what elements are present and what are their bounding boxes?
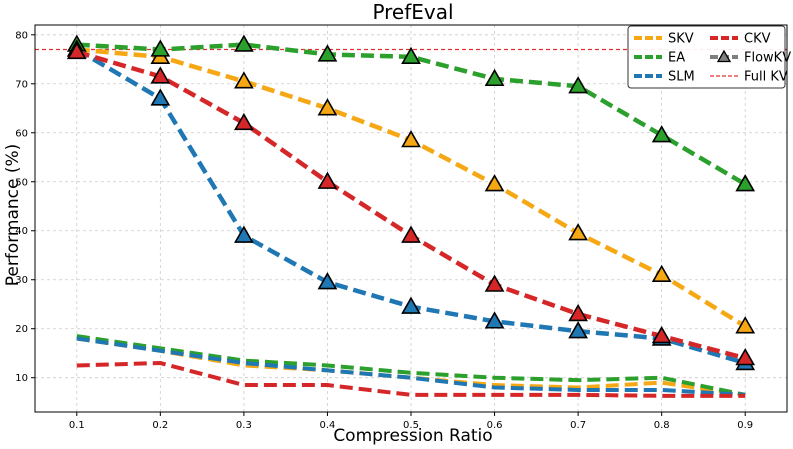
y-tick-label: 10 <box>15 373 28 384</box>
marker-ea-flowkv <box>150 39 171 57</box>
series-line-ckv <box>76 361 746 398</box>
y-tick-label: 30 <box>15 275 28 286</box>
marker-ea-flowkv <box>234 34 254 52</box>
marker-slm-flowkv <box>568 321 588 339</box>
y-tick-label: 20 <box>15 324 28 335</box>
marker-skv-flowkv <box>401 130 421 148</box>
series-line-ea <box>76 334 746 397</box>
series-layer <box>66 34 756 398</box>
legend-label-flowkv: FlowKV <box>744 51 791 66</box>
y-axis-title: Performance (%) <box>3 144 23 287</box>
x-tick-label: 0.1 <box>69 420 85 431</box>
marker-skv-flowkv <box>234 71 254 89</box>
series-line-skv <box>76 336 746 397</box>
marker-skv-flowkv <box>568 223 588 241</box>
x-tick-label: 0.4 <box>319 420 335 431</box>
marker-ea-flowkv <box>735 174 756 192</box>
x-tick-label: 0.8 <box>654 420 670 431</box>
marker-skv-flowkv <box>651 264 672 283</box>
x-tick-label: 0.5 <box>403 420 419 431</box>
x-axis-title: Compression Ratio <box>333 426 492 446</box>
x-tick-label: 0.7 <box>570 420 586 431</box>
marker-ckv-flowkv <box>66 41 87 60</box>
legend-label-ea: EA <box>668 51 685 66</box>
marker-slm-flowkv <box>484 311 505 329</box>
chart-title: PrefEval <box>372 0 453 24</box>
y-tick-label: 70 <box>15 79 28 90</box>
x-tick-label: 0.6 <box>487 420 503 431</box>
marker-ea-flowkv <box>401 46 421 65</box>
marker-ckv-flowkv <box>234 112 254 131</box>
legend-marker-flowkv <box>716 49 732 63</box>
marker-ea-flowkv <box>651 125 672 143</box>
legend: SKV CKV EA FlowKV SLM Full KV <box>627 25 791 89</box>
legend-label-slm: SLM <box>668 70 695 85</box>
marker-slm-flowkv <box>150 88 171 106</box>
series-line-slm <box>76 336 746 397</box>
marker-ea-flowkv <box>484 68 505 87</box>
marker-skv-flowkv <box>317 98 338 116</box>
x-tick-label: 0.9 <box>737 420 753 431</box>
legend-box <box>627 25 786 89</box>
marker-slm-flowkv <box>317 272 338 290</box>
marker-ckv-flowkv <box>150 66 171 84</box>
marker-ea-flowkv <box>568 76 588 94</box>
marker-ckv-flowkv <box>651 325 672 344</box>
marker-ckv-flowkv <box>484 274 505 292</box>
marker-ea-flowkv <box>317 44 338 62</box>
legend-label-skv: SKV <box>668 32 694 47</box>
legend-label-ckv: CKV <box>744 32 771 47</box>
x-tick-label: 0.2 <box>152 420 168 431</box>
marker-ckv-flowkv <box>735 348 756 366</box>
y-tick-label: 60 <box>15 128 28 139</box>
tick-layer: 0.1 0.2 0.3 0.4 0.5 0.6 0.7 0.8 0.9 10 20 30 40 50 60 7… <box>15 30 753 431</box>
y-tick-label: 50 <box>15 177 28 188</box>
marker-ckv-flowkv <box>317 171 338 189</box>
marker-ckv-flowkv <box>568 303 588 322</box>
legend-label-full-kv: Full KV <box>744 70 788 85</box>
marker-skv-flowkv <box>735 316 756 334</box>
x-tick-label: 0.3 <box>236 420 252 431</box>
marker-skv-flowkv <box>484 174 505 192</box>
y-tick-label: 40 <box>15 226 28 237</box>
marker-slm-flowkv <box>401 296 421 314</box>
y-tick-label: 80 <box>15 30 28 41</box>
marker-ckv-flowkv <box>401 225 421 243</box>
marker-slm-flowkv <box>234 225 254 243</box>
